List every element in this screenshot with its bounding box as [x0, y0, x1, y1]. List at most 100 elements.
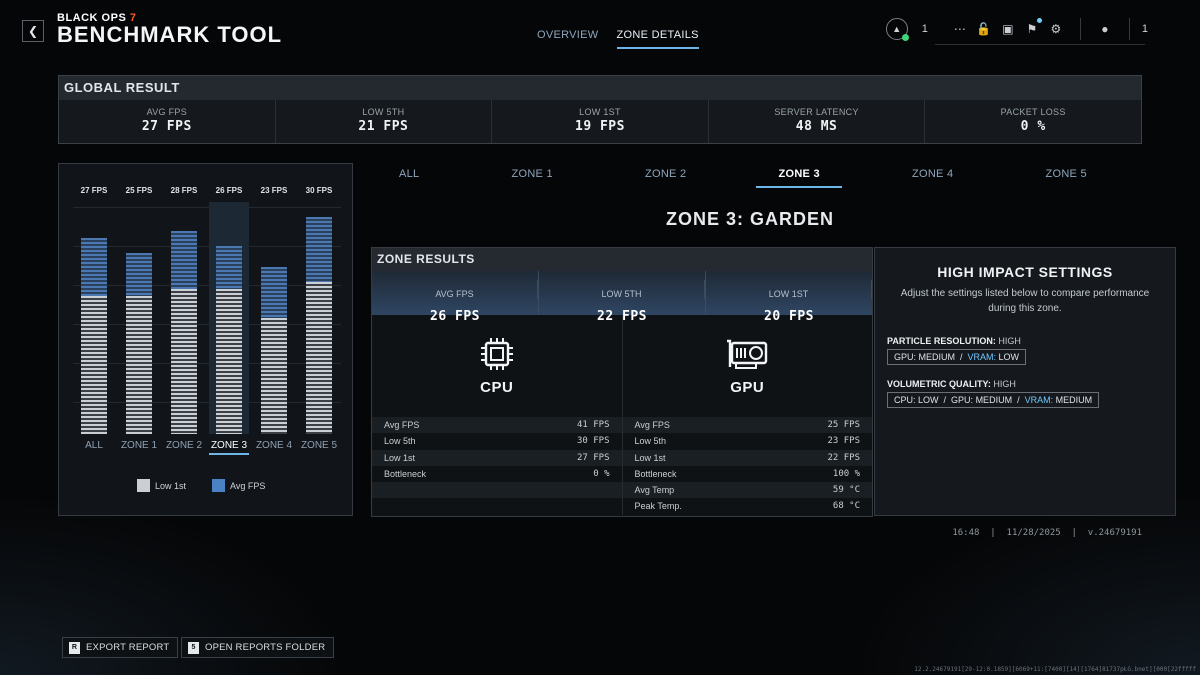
- bar-avg-fps: [126, 252, 152, 434]
- bar-column-zone-5[interactable]: [299, 202, 339, 434]
- legend-swatch: [137, 479, 150, 492]
- zone-results-panel: ZONE RESULTS AVG FPS 26 FPS LOW 5TH 22 F…: [371, 247, 873, 517]
- bar-category-label[interactable]: ZONE 5: [300, 440, 338, 451]
- stat-value: 68 °C: [832, 501, 860, 512]
- metric-value: 48 MS: [795, 119, 838, 134]
- tab-zone-4[interactable]: ZONE 4: [911, 168, 954, 180]
- metric-label: LOW 1ST: [706, 280, 872, 299]
- metric-value: 0 %: [1020, 119, 1046, 134]
- bar-area: [74, 202, 339, 434]
- bar-value-labels: 27 FPS 25 FPS 28 FPS 26 FPS 23 FPS 30 FPS: [74, 186, 339, 195]
- party-icon[interactable]: ●: [1101, 22, 1109, 36]
- notification-bell-icon[interactable]: ⚑: [1020, 18, 1044, 36]
- tab-overview[interactable]: OVERVIEW: [537, 29, 599, 41]
- metric-avg-fps: AVG FPS 27 FPS: [59, 100, 276, 143]
- bar-category-label[interactable]: ZONE 4: [255, 440, 293, 451]
- global-result-title: GLOBAL RESULT: [59, 76, 1141, 100]
- tab-zone-2[interactable]: ZONE 2: [644, 168, 687, 180]
- setting-particle-resolution: PARTICLE RESOLUTION: HIGH GPU: MEDIUM / …: [887, 336, 1175, 365]
- impact-gpu-label: GPU:: [951, 395, 974, 405]
- stat-value: 30 FPS: [576, 436, 610, 447]
- bar-low-1st: [216, 289, 242, 434]
- bar-category-label[interactable]: ZONE 3: [209, 440, 249, 455]
- camera-icon[interactable]: ▣: [1002, 22, 1014, 36]
- legend-item-avg-fps: Avg FPS: [212, 479, 265, 492]
- tab-all[interactable]: ALL: [398, 168, 420, 180]
- metric-packet-loss: PACKET LOSS 0 %: [925, 100, 1141, 143]
- gear-icon[interactable]: ⚙: [1050, 22, 1062, 36]
- setting-level: HIGH: [995, 336, 1021, 346]
- table-row: Avg FPS 25 FPS: [622, 417, 872, 434]
- impact-vram-value: MEDIUM: [1053, 395, 1093, 405]
- metric-label: LOW 5TH: [539, 280, 705, 299]
- chart-legend: Low 1st Avg FPS: [137, 479, 265, 492]
- impact-separator: /: [1012, 395, 1025, 405]
- bar-column-zone-1[interactable]: [119, 202, 159, 434]
- zone-metric-low-5th: LOW 5TH 22 FPS: [539, 271, 706, 324]
- stat-value: 27 FPS: [576, 452, 610, 463]
- metric-low-5th: LOW 5TH 21 FPS: [276, 100, 493, 143]
- unlock-icon[interactable]: 🔓: [976, 22, 992, 36]
- stat-label: Low 5th: [384, 436, 416, 447]
- setting-volumetric-quality: VOLUMETRIC QUALITY: HIGH CPU: LOW / GPU:…: [887, 379, 1175, 408]
- metric-value: 27 FPS: [141, 119, 192, 134]
- stat-label: Peak Temp.: [634, 501, 682, 512]
- bar-low-1st: [171, 289, 197, 434]
- rank-icon[interactable]: ▲: [885, 18, 909, 41]
- impact-vram-label: VRAM:: [1024, 395, 1054, 405]
- metric-label: PACKET LOSS: [1000, 107, 1066, 117]
- high-impact-description: Adjust the settings listed below to comp…: [900, 288, 1150, 314]
- metric-low-1st: LOW 1ST 19 FPS: [492, 100, 709, 143]
- bar-column-zone-3[interactable]: [209, 202, 249, 434]
- bar-value-label: 26 FPS: [215, 186, 243, 195]
- stat-value: 25 FPS: [827, 420, 860, 430]
- tab-zone-3[interactable]: ZONE 3: [756, 167, 842, 188]
- bar-category-label[interactable]: ZONE 2: [165, 440, 203, 451]
- header-divider: [1128, 18, 1130, 40]
- cpu-column: CPU Avg FPS 41 FPS Low 5th 30 FPS Low 1st 2…: [372, 315, 623, 515]
- metric-value: 21 FPS: [358, 119, 409, 134]
- global-metrics: AVG FPS 27 FPS LOW 5TH 21 FPS LOW 1ST 19…: [59, 100, 1141, 143]
- stat-value: 100 %: [832, 468, 860, 479]
- export-report-button[interactable]: R EXPORT REPORT: [62, 637, 179, 658]
- keycap-5-icon: 5: [188, 641, 199, 654]
- metric-label: AVG FPS: [146, 107, 188, 117]
- grid-line: [73, 207, 341, 208]
- gpu-header: GPU: [623, 315, 873, 417]
- setting-impact-box: CPU: LOW / GPU: MEDIUM / VRAM: MEDIUM: [887, 392, 1100, 408]
- metric-label: AVG FPS: [372, 280, 538, 299]
- impact-gpu-label: GPU:: [894, 352, 917, 362]
- zone-metric-avg-fps: AVG FPS 26 FPS: [372, 271, 539, 324]
- grid-menu-icon[interactable]: ⋯: [953, 22, 966, 36]
- global-result-panel: GLOBAL RESULT AVG FPS 27 FPS LOW 5TH 21 …: [58, 75, 1142, 144]
- bar-column-zone-4[interactable]: [254, 202, 294, 434]
- metric-server-latency: SERVER LATENCY 48 MS: [709, 100, 926, 143]
- back-button[interactable]: ❮: [22, 20, 44, 42]
- stat-label: Avg FPS: [634, 420, 670, 430]
- cpu-label: CPU: [480, 379, 514, 396]
- zone-results-body: CPU Avg FPS 41 FPS Low 5th 30 FPS Low 1st 2…: [372, 315, 872, 515]
- open-reports-folder-label: OPEN REPORTS FOLDER: [205, 642, 326, 653]
- bar-column-zone-2[interactable]: [164, 202, 204, 434]
- tab-zone-1[interactable]: ZONE 1: [511, 168, 553, 180]
- tab-zone-details[interactable]: ZONE DETAILS: [616, 29, 699, 49]
- tab-zone-5[interactable]: ZONE 5: [1045, 168, 1087, 180]
- fps-chart-panel: 27 FPS 25 FPS 28 FPS 26 FPS 23 FPS 30 FPS ALL…: [58, 163, 353, 516]
- notification-dot: [1036, 18, 1042, 23]
- gpu-icon: [727, 339, 768, 369]
- setting-label: PARTICLE RESOLUTION:: [887, 336, 996, 346]
- bar-category-label[interactable]: ALL: [85, 440, 103, 451]
- open-reports-folder-button[interactable]: 5 OPEN REPORTS FOLDER: [181, 637, 335, 658]
- bar-category-label[interactable]: ZONE 1: [120, 440, 158, 451]
- gpu-label: GPU: [730, 379, 765, 396]
- stat-value: 41 FPS: [576, 420, 610, 430]
- brand-game-name: BLACK OPS: [57, 12, 130, 24]
- grid-line: [73, 402, 341, 403]
- bar-column-all[interactable]: [74, 202, 114, 434]
- main-nav: OVERVIEW ZONE DETAILS: [537, 29, 699, 49]
- grid-line: [73, 363, 341, 364]
- bar-value-label: 23 FPS: [260, 186, 288, 195]
- table-row: Avg Temp 59 °C: [622, 482, 872, 499]
- table-row: Low 5th 23 FPS: [623, 433, 873, 449]
- metric-label: LOW 1ST: [579, 107, 621, 117]
